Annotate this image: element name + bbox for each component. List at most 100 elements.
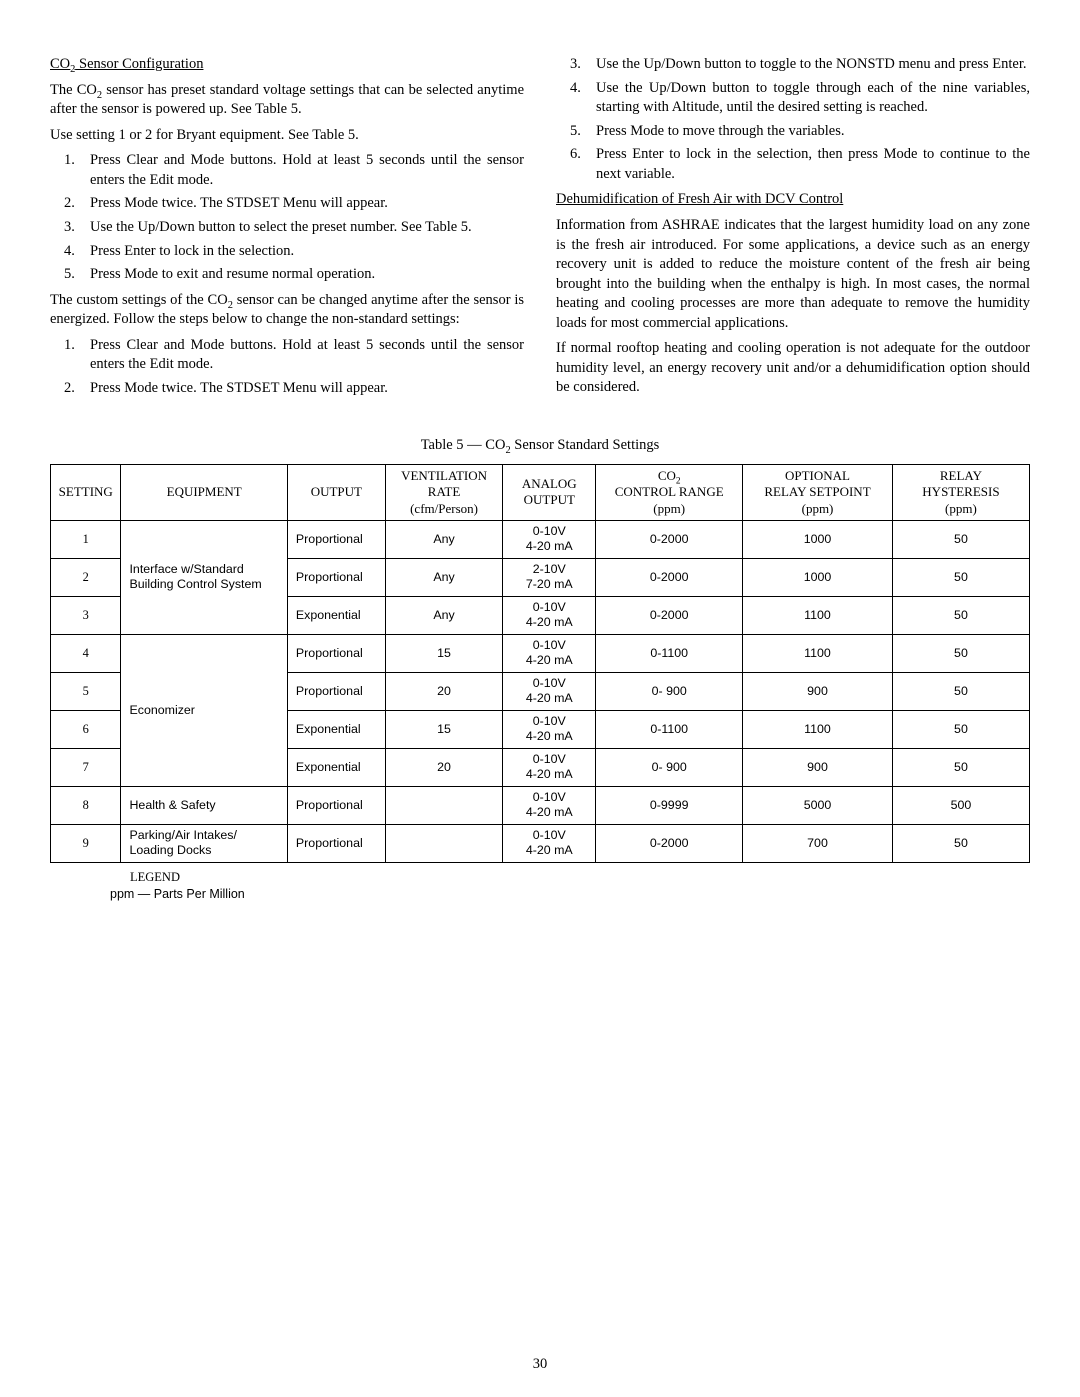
cell-ventilation-rate: Any	[385, 520, 502, 558]
cell-equipment: Economizer	[121, 634, 287, 786]
cell-ventilation-rate: 20	[385, 672, 502, 710]
cell-equipment: Health & Safety	[121, 786, 287, 824]
cell-analog-output: 0-10V4-20 mA	[503, 596, 596, 634]
cell-relay-hysteresis: 50	[892, 596, 1029, 634]
co2-config-heading: CO2 Sensor Configuration	[50, 55, 524, 75]
table-row: 1Interface w/Standard Building Control S…	[51, 520, 1030, 558]
list-item: 1.Press Clear and Mode buttons. Hold at …	[90, 151, 524, 190]
cell-relay-hysteresis: 50	[892, 558, 1029, 596]
cell-relay-setpoint: 700	[743, 824, 893, 862]
cell-co2-range: 0-2000	[596, 824, 743, 862]
cell-output: Proportional	[287, 634, 385, 672]
cell-setting: 1	[51, 520, 121, 558]
table-body: 1Interface w/Standard Building Control S…	[51, 520, 1030, 862]
left-paragraph-1: The CO2 sensor has preset standard volta…	[50, 81, 524, 120]
table-row: 8Health & SafetyProportional 0-10V4-20 mA…	[51, 786, 1030, 824]
th-setting: SETTING	[51, 465, 121, 521]
cell-setting: 9	[51, 824, 121, 862]
cell-output: Proportional	[287, 824, 385, 862]
cell-equipment: Parking/Air Intakes/ Loading Docks	[121, 824, 287, 862]
th-relay-hysteresis: RELAYHYSTERESIS(ppm)	[892, 465, 1029, 521]
cell-equipment: Interface w/Standard Building Control Sy…	[121, 520, 287, 634]
cell-co2-range: 0- 900	[596, 748, 743, 786]
right-paragraph-2: If normal rooftop heating and cooling op…	[556, 339, 1030, 398]
cell-co2-range: 0- 900	[596, 672, 743, 710]
cell-ventilation-rate	[385, 824, 502, 862]
list-item: 4.Use the Up/Down button to toggle throu…	[596, 79, 1030, 118]
cell-setting: 7	[51, 748, 121, 786]
cell-co2-range: 0-2000	[596, 596, 743, 634]
cell-output: Proportional	[287, 520, 385, 558]
co2-settings-table: SETTING EQUIPMENT OUTPUT VENTILATIONRATE…	[50, 464, 1030, 863]
table-row: 9Parking/Air Intakes/ Loading DocksPropo…	[51, 824, 1030, 862]
cell-setting: 8	[51, 786, 121, 824]
custom-steps-list-a: 1.Press Clear and Mode buttons. Hold at …	[50, 336, 524, 399]
cell-relay-setpoint: 5000	[743, 786, 893, 824]
th-co2-range: CO2CONTROL RANGE(ppm)	[596, 465, 743, 521]
cell-co2-range: 0-2000	[596, 558, 743, 596]
left-paragraph-2: Use setting 1 or 2 for Bryant equipment.…	[50, 126, 524, 146]
cell-relay-setpoint: 900	[743, 672, 893, 710]
cell-analog-output: 0-10V4-20 mA	[503, 520, 596, 558]
left-column: CO2 Sensor Configuration The CO2 sensor …	[50, 55, 524, 404]
th-relay-setpoint: OPTIONALRELAY SETPOINT(ppm)	[743, 465, 893, 521]
list-item: 1.Press Clear and Mode buttons. Hold at …	[90, 336, 524, 375]
cell-ventilation-rate	[385, 786, 502, 824]
list-item: 2.Press Mode twice. The STDSET Menu will…	[90, 379, 524, 399]
cell-relay-hysteresis: 50	[892, 672, 1029, 710]
cell-relay-hysteresis: 50	[892, 520, 1029, 558]
cell-relay-hysteresis: 500	[892, 786, 1029, 824]
right-column: 3.Use the Up/Down button to toggle to th…	[556, 55, 1030, 404]
cell-setting: 3	[51, 596, 121, 634]
cell-ventilation-rate: 15	[385, 634, 502, 672]
cell-analog-output: 0-10V4-20 mA	[503, 786, 596, 824]
cell-analog-output: 0-10V4-20 mA	[503, 710, 596, 748]
list-item: 5.Press Mode to move through the variabl…	[596, 122, 1030, 142]
cell-relay-setpoint: 1100	[743, 596, 893, 634]
th-equipment: EQUIPMENT	[121, 465, 287, 521]
table-row: 4EconomizerProportional150-10V4-20 mA0-1…	[51, 634, 1030, 672]
list-item: 5.Press Mode to exit and resume normal o…	[90, 265, 524, 285]
cell-analog-output: 2-10V7-20 mA	[503, 558, 596, 596]
table-5-title: Table 5 — CO2 Sensor Standard Settings	[50, 436, 1030, 456]
cell-output: Exponential	[287, 748, 385, 786]
left-paragraph-3: The custom settings of the CO2 sensor ca…	[50, 291, 524, 330]
cell-analog-output: 0-10V4-20 mA	[503, 634, 596, 672]
cell-analog-output: 0-10V4-20 mA	[503, 824, 596, 862]
cell-relay-hysteresis: 50	[892, 748, 1029, 786]
cell-co2-range: 0-1100	[596, 710, 743, 748]
legend-text: ppm — Parts Per Million	[110, 886, 1030, 903]
cell-output: Proportional	[287, 672, 385, 710]
th-ventilation: VENTILATIONRATE(cfm/Person)	[385, 465, 502, 521]
legend-title: LEGEND	[130, 869, 1030, 886]
cell-relay-setpoint: 1100	[743, 634, 893, 672]
cell-ventilation-rate: 15	[385, 710, 502, 748]
right-paragraph-1: Information from ASHRAE indicates that t…	[556, 216, 1030, 333]
list-item: 3.Use the Up/Down button to toggle to th…	[596, 55, 1030, 75]
table-header-row: SETTING EQUIPMENT OUTPUT VENTILATIONRATE…	[51, 465, 1030, 521]
preset-steps-list: 1.Press Clear and Mode buttons. Hold at …	[50, 151, 524, 284]
cell-output: Proportional	[287, 786, 385, 824]
page-number: 30	[0, 1355, 1080, 1375]
cell-setting: 5	[51, 672, 121, 710]
list-item: 2.Press Mode twice. The STDSET Menu will…	[90, 194, 524, 214]
cell-setting: 6	[51, 710, 121, 748]
th-analog: ANALOGOUTPUT	[503, 465, 596, 521]
cell-output: Exponential	[287, 596, 385, 634]
cell-relay-setpoint: 1000	[743, 558, 893, 596]
cell-relay-setpoint: 900	[743, 748, 893, 786]
cell-setting: 2	[51, 558, 121, 596]
cell-analog-output: 0-10V4-20 mA	[503, 748, 596, 786]
cell-relay-hysteresis: 50	[892, 824, 1029, 862]
cell-relay-hysteresis: 50	[892, 710, 1029, 748]
cell-output: Proportional	[287, 558, 385, 596]
list-item: 3.Use the Up/Down button to select the p…	[90, 218, 524, 238]
th-output: OUTPUT	[287, 465, 385, 521]
cell-relay-hysteresis: 50	[892, 634, 1029, 672]
cell-output: Exponential	[287, 710, 385, 748]
list-item: 4.Press Enter to lock in the selection.	[90, 242, 524, 262]
cell-ventilation-rate: 20	[385, 748, 502, 786]
cell-co2-range: 0-9999	[596, 786, 743, 824]
cell-co2-range: 0-2000	[596, 520, 743, 558]
cell-relay-setpoint: 1100	[743, 710, 893, 748]
